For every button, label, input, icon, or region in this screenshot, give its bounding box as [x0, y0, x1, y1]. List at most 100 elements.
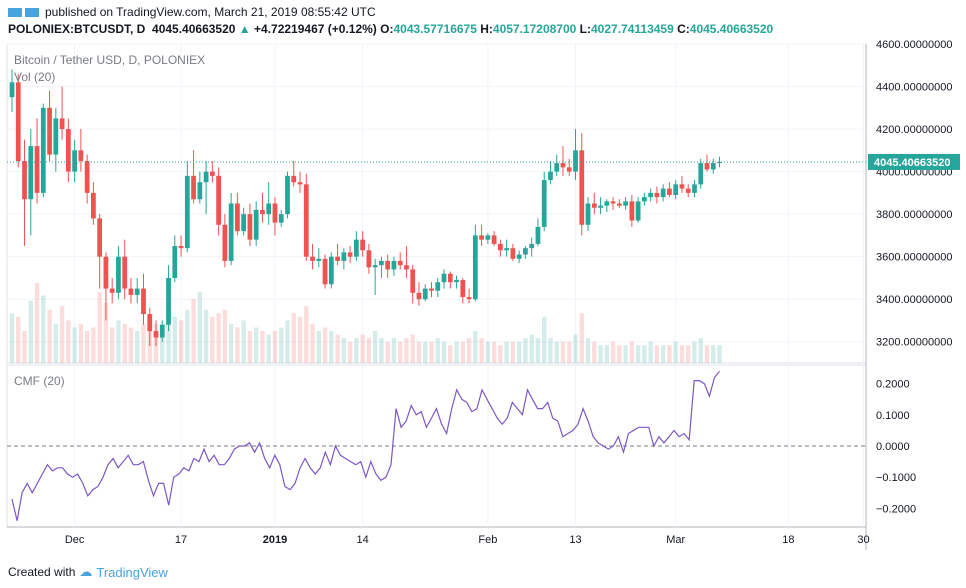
- volume-bar: [473, 331, 478, 363]
- candle-body: [673, 184, 679, 195]
- price-tick-label: 3400.00000000: [876, 294, 952, 306]
- volume-bar: [692, 341, 697, 363]
- candle-body: [166, 277, 171, 325]
- candle-body: [216, 175, 221, 225]
- candle-body: [704, 163, 710, 170]
- candle-body: [585, 203, 591, 225]
- candle-body: [616, 203, 622, 206]
- volume-bar: [429, 341, 434, 363]
- volume-bar: [222, 309, 228, 363]
- candle-body: [122, 256, 128, 289]
- volume-bar: [366, 338, 372, 363]
- high-label: H:: [480, 22, 493, 36]
- candle-body: [347, 252, 353, 257]
- volume-bar: [642, 345, 647, 363]
- volume-bar: [441, 341, 447, 363]
- candle-body: [65, 129, 71, 172]
- candle-body: [266, 203, 272, 215]
- candle-body: [59, 118, 65, 130]
- candle-body: [241, 214, 247, 232]
- volume-bar: [84, 331, 90, 363]
- volume-bar: [235, 327, 240, 363]
- candle-body: [260, 209, 265, 215]
- volume-bar: [291, 313, 296, 363]
- candle-body: [397, 260, 403, 266]
- candle-body: [535, 226, 541, 244]
- cmf-tick-label: 0.0000: [876, 441, 910, 453]
- last-price: 4045.40663520: [152, 22, 236, 36]
- volume-bar: [210, 316, 215, 363]
- volume-bar: [573, 334, 578, 363]
- volume-bar: [260, 331, 265, 363]
- volume-bar: [41, 295, 46, 363]
- candle-body: [692, 184, 697, 193]
- candle-body: [560, 163, 566, 168]
- up-arrow-icon: ▲: [238, 22, 251, 36]
- created-with-text: Created with: [8, 565, 76, 579]
- volume-bar: [216, 313, 221, 363]
- candle-body: [698, 163, 704, 185]
- candle-body: [404, 265, 409, 270]
- candle-body: [9, 82, 15, 98]
- candle-body: [435, 282, 441, 291]
- volume-bar: [466, 338, 472, 363]
- x-tick-label: 18: [782, 534, 794, 546]
- footer: Created with ☁ TradingView: [8, 564, 168, 580]
- volume-bar: [335, 334, 340, 363]
- candle-body: [109, 288, 115, 293]
- candle-body: [209, 171, 215, 176]
- volume-bar: [504, 341, 509, 363]
- candle-body: [253, 209, 259, 240]
- price-pane: [6, 43, 867, 364]
- candle-body: [623, 201, 628, 206]
- volume-bar: [116, 320, 121, 363]
- volume-bar: [266, 334, 271, 363]
- volume-bar: [285, 320, 290, 363]
- volume-bar: [109, 327, 115, 363]
- candle-body: [642, 197, 647, 202]
- volume-label: Vol (20): [14, 70, 55, 84]
- volume-bar: [610, 341, 616, 363]
- x-tick-label: 2019: [263, 534, 287, 546]
- candle-body: [141, 288, 146, 315]
- volume-bar: [435, 338, 440, 363]
- candle-body: [247, 214, 253, 240]
- price-tick-label: 3200.00000000: [876, 337, 952, 349]
- candle-body: [635, 201, 641, 221]
- publish-info: published on TradingView.com, March 21, …: [8, 5, 376, 19]
- candle-body: [648, 192, 654, 198]
- price-tick-label: 4600.00000000: [876, 39, 952, 51]
- candle-body: [22, 160, 27, 200]
- candle-body: [610, 201, 616, 204]
- candle-body: [604, 201, 610, 206]
- volume-bar: [385, 341, 390, 363]
- x-tick-label: Feb: [478, 534, 497, 546]
- volume-bar: [404, 338, 409, 363]
- low-value: 4027.74113459: [591, 22, 674, 36]
- candle-body: [523, 248, 528, 255]
- volume-bar: [172, 316, 177, 363]
- candle-body: [372, 265, 378, 268]
- volume-bar: [654, 345, 660, 363]
- volume-bar: [191, 299, 196, 363]
- candle-body: [441, 273, 447, 283]
- volume-bar: [28, 300, 33, 363]
- volume-bar: [304, 306, 309, 363]
- candle-body: [147, 314, 153, 332]
- volume-bar: [410, 334, 415, 363]
- candle-body: [460, 280, 466, 298]
- x-tick-label: 13: [569, 534, 581, 546]
- candle-body: [328, 256, 334, 285]
- tradingview-brand[interactable]: TradingView: [96, 564, 168, 580]
- candle-body: [454, 280, 459, 283]
- volume-bar: [53, 323, 59, 363]
- volume-bar: [341, 338, 347, 363]
- volume-bar: [679, 345, 685, 363]
- candle-body: [278, 214, 284, 223]
- candle-body: [472, 235, 478, 300]
- candle-body: [40, 107, 46, 193]
- last-price-label: 4045.40663520: [874, 157, 950, 169]
- volume-bar: [567, 341, 572, 363]
- volume-bar: [579, 313, 584, 363]
